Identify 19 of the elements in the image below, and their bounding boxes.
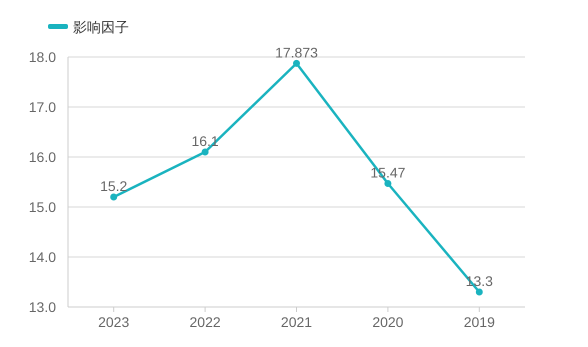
point <box>293 60 300 67</box>
y-tick-label: 17.0 <box>28 99 56 115</box>
data-label: 17.873 <box>275 44 318 60</box>
x-tick-label: 2022 <box>190 314 221 330</box>
point <box>110 194 118 200</box>
x-tick-label: 2019 <box>464 314 496 330</box>
y-tick-label: 14.0 <box>28 249 56 265</box>
x-tick-label: 2020 <box>372 314 404 330</box>
data-label: 15.2 <box>100 178 128 194</box>
y-tick-label: 15.0 <box>28 199 56 215</box>
x-tick-label: 2023 <box>98 314 130 330</box>
point <box>202 148 209 156</box>
point <box>384 180 392 187</box>
y-tick-label: 16.0 <box>28 149 56 165</box>
y-tick-label: 18.0 <box>28 49 56 65</box>
y-tick-label: 13.0 <box>28 299 56 315</box>
x-tick-label: 2021 <box>280 314 312 330</box>
legend-label: 影响因子 <box>73 19 129 35</box>
point <box>476 288 483 296</box>
